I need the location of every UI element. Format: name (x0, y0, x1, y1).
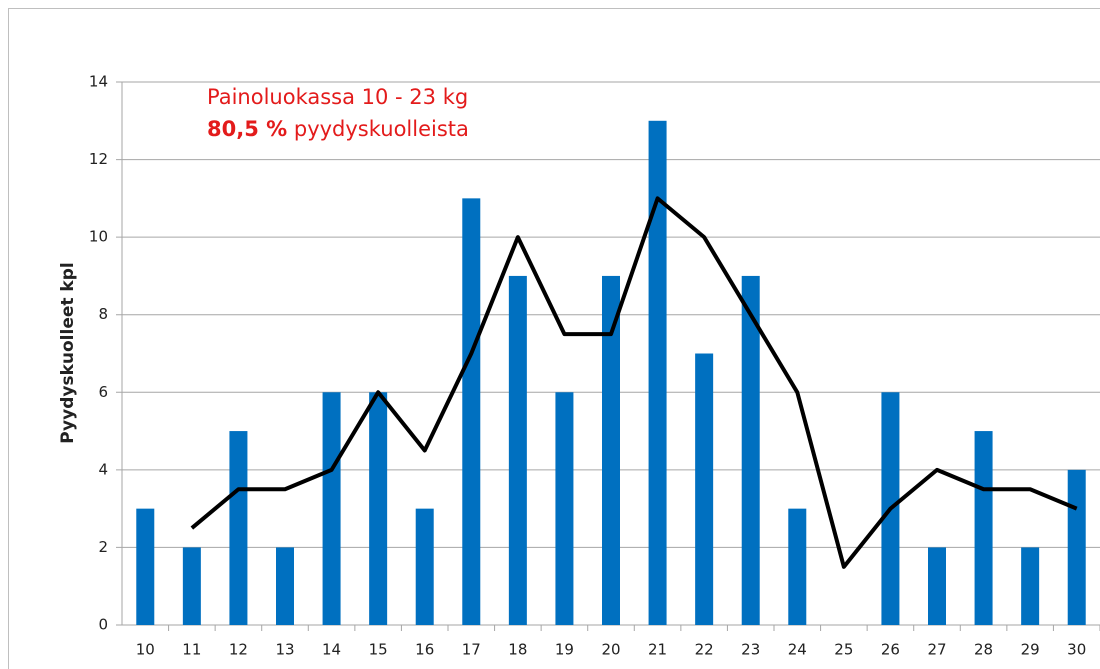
bar (322, 392, 341, 625)
chart-frame (8, 8, 1100, 669)
x-tick-label: 23 (741, 641, 760, 659)
bar (136, 508, 155, 625)
x-tick-label: 12 (229, 641, 248, 659)
bar (276, 547, 294, 625)
x-tick-label: 11 (182, 641, 201, 659)
x-tick-label: 18 (508, 641, 527, 659)
y-tick-label: 2 (98, 538, 108, 556)
y-tick-label: 10 (89, 228, 108, 246)
bar (508, 275, 527, 625)
bar (182, 547, 201, 625)
y-tick-label: 0 (98, 616, 108, 634)
y-tick-label: 4 (98, 460, 108, 478)
line (190, 196, 1078, 569)
x-tick-label: 30 (1067, 641, 1086, 659)
x-tick-label: 28 (974, 641, 993, 659)
bar (369, 392, 388, 625)
bar (602, 275, 620, 625)
annotation: 80,5 % pyydyskuolleista (207, 117, 469, 141)
x-tick-label: 25 (834, 641, 853, 659)
x-tick-label: 16 (415, 641, 434, 659)
bar (229, 431, 248, 625)
bar (462, 198, 481, 625)
annotation: Painoluokassa 10 - 23 kg (207, 85, 468, 109)
bar (788, 508, 807, 625)
bar (1021, 547, 1040, 625)
bar (415, 508, 434, 625)
y-axis-label: Pyydyskuolleet kpl (58, 262, 78, 443)
bar (555, 392, 574, 625)
x-tick-label: 13 (275, 641, 294, 659)
y-tick-label: 14 (89, 73, 108, 91)
bar (648, 120, 667, 626)
y-tick-label: 6 (98, 383, 108, 401)
annotation: pyydyskuolleista (294, 117, 469, 141)
x-tick-label: 22 (695, 641, 714, 659)
x-tick-label: 20 (601, 641, 620, 659)
x-tick-label: 14 (322, 641, 341, 659)
x-tick-label: 26 (881, 641, 900, 659)
x-tick-label: 24 (788, 641, 807, 659)
y-tick-label: 8 (98, 305, 108, 323)
bar (1067, 469, 1086, 625)
x-tick-label: 29 (1021, 641, 1040, 659)
x-tick-label: 21 (648, 641, 667, 659)
bar (695, 353, 714, 625)
x-tick-label: 19 (555, 641, 574, 659)
annotation-bold: 80,5 % (207, 117, 287, 141)
x-tick-label: 17 (462, 641, 481, 659)
bar (974, 431, 993, 625)
bar (928, 547, 946, 625)
x-tick-label: 10 (136, 641, 155, 659)
y-tick-label: 12 (89, 150, 108, 168)
x-tick-label: 15 (369, 641, 388, 659)
bar (741, 275, 760, 625)
x-tick-label: 27 (927, 641, 946, 659)
